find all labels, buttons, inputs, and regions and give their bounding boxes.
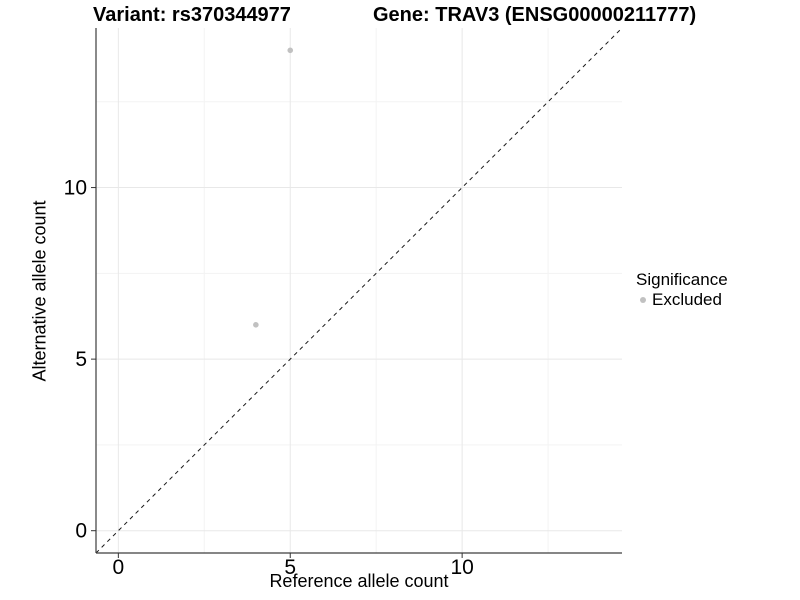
x-axis-title: Reference allele count [269,571,449,591]
x-axis-tick-label: 10 [450,556,473,579]
legend-key-dot-icon [640,296,646,303]
legend: Significance Excluded [636,270,728,309]
y-axis-tick-label: 5 [75,348,87,371]
y-axis-title: Alternative allele count [29,200,50,382]
x-axis-tick-label: 0 [113,556,125,579]
plot-title-variant: Variant: rs370344977 [93,4,291,26]
legend-item-excluded: Excluded [636,290,728,309]
legend-title: Significance [636,270,728,289]
legend-item-label: Excluded [652,290,722,309]
data-point [253,322,259,328]
plot-title-gene: Gene: TRAV3 (ENSG00000211777) [373,4,697,26]
x-axis-tick-label: 5 [284,556,296,579]
data-point [287,47,294,54]
y-axis-tick-label: 0 [75,520,87,543]
y-axis-tick-label: 10 [64,177,87,200]
identity-dashed-line [95,27,623,554]
